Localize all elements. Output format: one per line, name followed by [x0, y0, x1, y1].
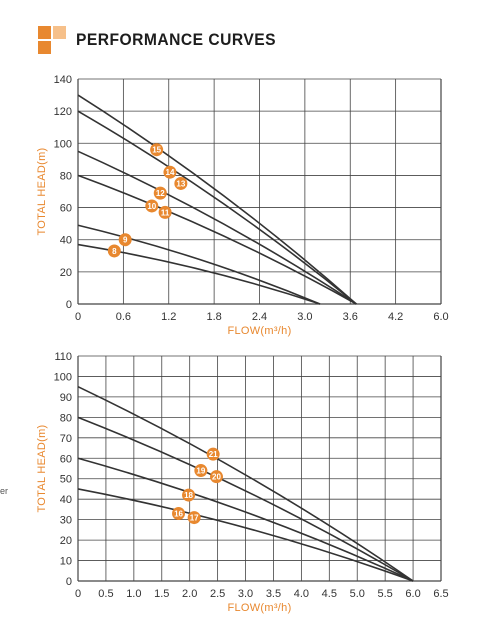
y-tick-label: 100 [54, 138, 72, 150]
y-tick-label: 50 [60, 474, 72, 486]
series-line [77, 94, 357, 305]
x-tick-label: 1.5 [154, 588, 169, 600]
series-line [77, 385, 414, 582]
series-line [77, 416, 414, 582]
y-tick-label: 100 [54, 371, 72, 383]
series-label: 10 [147, 202, 156, 211]
series-label: 8 [112, 247, 117, 256]
series-label: 15 [152, 146, 161, 155]
series-label: 20 [212, 473, 221, 482]
series-label: 13 [176, 179, 185, 188]
series-badge [153, 186, 167, 200]
series-badge [118, 233, 132, 247]
x-tick-label: 3.0 [238, 588, 253, 600]
series-label: 19 [196, 467, 205, 476]
x-tick-label: 0.6 [116, 311, 131, 323]
series-label: 17 [190, 514, 199, 523]
x-tick-label: 6.0 [433, 311, 448, 323]
x-tick-label: 4.5 [322, 588, 337, 600]
y-tick-label: 110 [54, 351, 72, 363]
x-tick-label: 0.5 [98, 588, 113, 600]
page-title: PERFORMANCE CURVES [76, 30, 277, 49]
series-line [77, 174, 357, 305]
x-tick-label: 1.0 [126, 588, 141, 600]
series-badge [150, 143, 164, 157]
series-label: 14 [166, 168, 175, 177]
series-badge [187, 511, 201, 525]
y-tick-label: 80 [60, 170, 72, 182]
series-badge [172, 507, 186, 520]
y-axis-title: TOTAL HEAD(m) [36, 424, 48, 512]
series-line [77, 150, 357, 305]
x-tick-label: 5.5 [378, 588, 393, 600]
x-axis-title: FLOW(m³/h) [227, 602, 291, 614]
y-tick-label: 120 [54, 106, 72, 118]
y-tick-label: 40 [60, 494, 72, 506]
x-tick-label: 2.5 [210, 588, 225, 600]
side-text-fragment: er [0, 486, 9, 496]
series-label: 9 [123, 236, 128, 245]
x-tick-label: 3.6 [343, 311, 358, 323]
series-label: 21 [209, 450, 218, 459]
x-tick-label: 0 [75, 588, 81, 600]
x-axis-title: FLOW(m³/h) [227, 325, 291, 337]
y-tick-label: 70 [60, 433, 72, 445]
y-tick-label: 0 [66, 299, 72, 311]
y-tick-label: 90 [60, 392, 72, 404]
series-badge [174, 176, 188, 190]
series-badge [107, 244, 121, 258]
x-tick-label: 4.2 [388, 311, 403, 323]
y-tick-label: 140 [54, 74, 72, 86]
y-axis-title: TOTAL HEAD(m) [36, 147, 48, 235]
logo-square-bottom [38, 41, 51, 54]
series-badge [145, 199, 159, 213]
y-tick-label: 0 [66, 576, 72, 588]
x-tick-label: 2.4 [252, 311, 267, 323]
y-tick-label: 30 [60, 515, 72, 527]
y-tick-label: 10 [60, 556, 72, 568]
y-tick-label: 60 [60, 453, 72, 465]
x-tick-label: 0 [75, 311, 81, 323]
series-label: 11 [161, 208, 170, 217]
x-tick-label: 3.5 [266, 588, 281, 600]
series-line [77, 110, 357, 305]
series-line [77, 457, 414, 582]
orange-squares-logo-icon [38, 26, 66, 54]
y-tick-label: 80 [60, 412, 72, 424]
x-tick-label: 1.8 [206, 311, 221, 323]
x-tick-label: 4.0 [294, 588, 309, 600]
x-tick-label: 2.0 [182, 588, 197, 600]
series-badge [158, 205, 172, 219]
chart-1: 0 20 40 60 80 100 120 140 0 0.6 1.2 1.8 2.4 3.0 3.6 4.2… [36, 74, 449, 337]
chart-2: 0 10 20 30 40 50 60 70 80 90 100 110 0 0.5 1.0 1.5 2.0 2.… [36, 351, 449, 614]
series-badge [182, 488, 196, 502]
series-badge [194, 464, 208, 478]
x-tick-label: 5.0 [350, 588, 365, 600]
x-tick-label: 1.2 [161, 311, 176, 323]
y-tick-label: 60 [60, 203, 72, 215]
series-label: 16 [174, 510, 183, 519]
y-tick-label: 20 [60, 267, 72, 279]
y-tick-label: 40 [60, 235, 72, 247]
series-badge [163, 165, 177, 179]
logo-square-light [53, 26, 66, 39]
series-label: 12 [156, 189, 165, 198]
series-line [77, 488, 414, 582]
x-tick-label: 6.5 [433, 588, 448, 600]
x-tick-label: 6.0 [405, 588, 420, 600]
y-tick-label: 20 [60, 535, 72, 547]
series-line [77, 224, 321, 305]
series-label: 18 [184, 491, 193, 500]
page-header: PERFORMANCE CURVES [38, 24, 293, 56]
series-badge [209, 470, 223, 484]
series-badge [206, 447, 220, 461]
logo-square-large [38, 26, 51, 39]
x-tick-label: 3.0 [297, 311, 312, 323]
